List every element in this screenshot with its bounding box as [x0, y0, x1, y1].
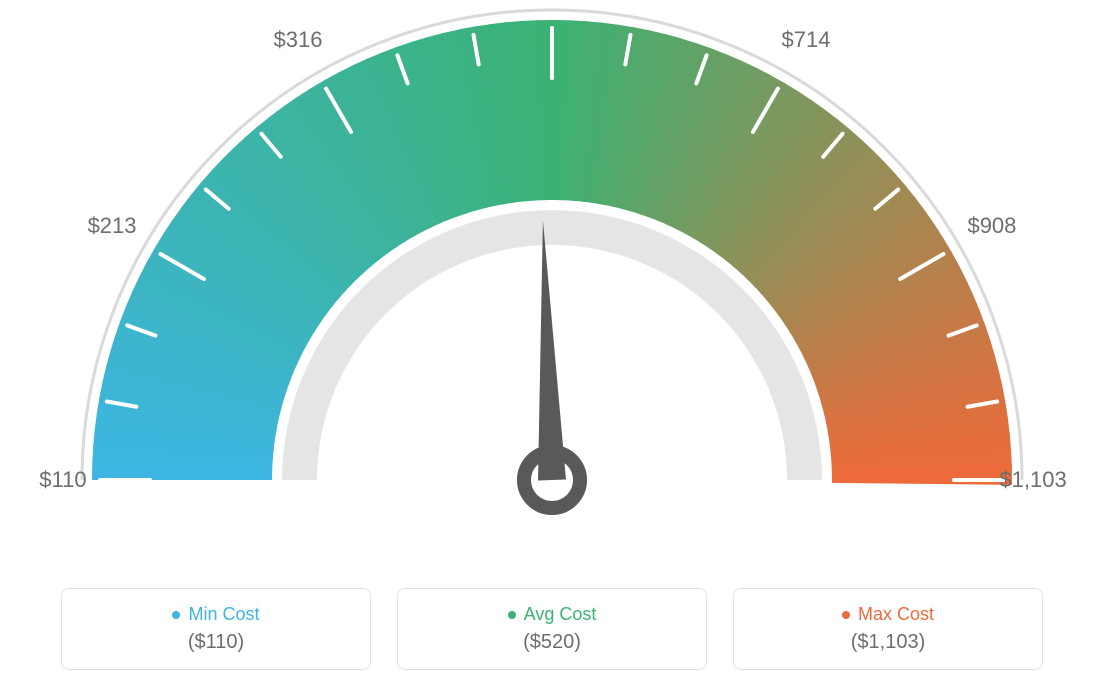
legend-title-min: Min Cost	[172, 604, 259, 625]
gauge-scale-label: $908	[967, 213, 1016, 239]
legend-card-max: Max Cost ($1,103)	[733, 588, 1043, 670]
gauge-scale-label: $110	[39, 467, 86, 493]
gauge-scale-label: $1,103	[999, 467, 1066, 493]
legend-value-avg: ($520)	[523, 631, 581, 654]
gauge-scale-label: $714	[782, 27, 831, 53]
legend-dot-min	[172, 611, 180, 619]
legend-label-avg: Avg Cost	[524, 604, 597, 625]
legend-label-max: Max Cost	[858, 604, 934, 625]
legend-label-min: Min Cost	[188, 604, 259, 625]
legend-value-min: ($110)	[188, 631, 244, 654]
legend-card-avg: Avg Cost ($520)	[397, 588, 707, 670]
gauge-svg	[0, 0, 1104, 560]
legend-card-min: Min Cost ($110)	[61, 588, 371, 670]
legend-value-max: ($1,103)	[851, 631, 926, 654]
legend-row: Min Cost ($110) Avg Cost ($520) Max Cost…	[0, 588, 1104, 670]
legend-dot-avg	[508, 611, 516, 619]
gauge-scale-label: $213	[88, 213, 137, 239]
gauge-scale-label: $316	[274, 27, 323, 53]
legend-title-avg: Avg Cost	[508, 604, 597, 625]
gauge-chart-container: $110$213$316$520$714$908$1,103 Min Cost …	[0, 0, 1104, 690]
gauge-svg-area: $110$213$316$520$714$908$1,103	[0, 0, 1104, 560]
legend-title-max: Max Cost	[842, 604, 934, 625]
legend-dot-max	[842, 611, 850, 619]
